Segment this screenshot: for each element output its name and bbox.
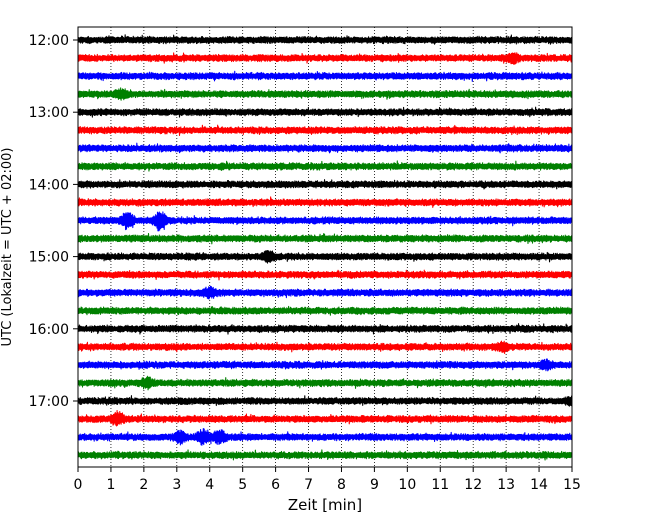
trace-1445 xyxy=(77,233,573,245)
y-tick-label: 12:00 xyxy=(29,33,69,49)
y-tick-label: 15:00 xyxy=(29,250,69,266)
y-tick-label: 17:00 xyxy=(29,394,69,410)
trace-1500 xyxy=(77,250,573,264)
trace-1345 xyxy=(77,160,573,172)
x-tick-label: 7 xyxy=(304,477,313,493)
trace-1730 xyxy=(77,428,573,446)
trace-1230 xyxy=(77,70,573,82)
x-tick-label: 8 xyxy=(337,477,346,493)
trace-1215 xyxy=(77,52,573,65)
y-tick-label: 13:00 xyxy=(29,105,69,121)
y-tick-label: 16:00 xyxy=(29,322,69,338)
trace-1600 xyxy=(77,323,573,335)
y-axis-ticks: 12:00 13:00 14:00 15:00 16:00 17:00 xyxy=(29,33,78,410)
trace-1545 xyxy=(77,305,573,316)
trace-1745 xyxy=(77,449,573,461)
trace-1415 xyxy=(77,196,573,208)
x-tick-label: 1 xyxy=(106,477,115,493)
x-tick-label: 13 xyxy=(497,477,515,493)
plot-frame xyxy=(77,26,573,468)
trace-1400 xyxy=(77,179,573,190)
x-tick-label: 10 xyxy=(398,477,416,493)
trace-1630 xyxy=(77,358,573,372)
x-tick-label: 0 xyxy=(74,477,83,493)
y-axis-label: UTC (Lokalzeit = UTC + 02:00) xyxy=(0,148,15,347)
trace-1330 xyxy=(77,142,573,154)
trace-1430 xyxy=(77,211,573,232)
x-axis-label: Zeit [min] xyxy=(288,496,362,514)
x-tick-label: 6 xyxy=(271,477,280,493)
trace-1530 xyxy=(77,285,573,300)
y-tick-label: 14:00 xyxy=(29,177,69,193)
x-tick-label: 12 xyxy=(464,477,482,493)
seismic-traces xyxy=(77,34,573,461)
x-tick-label: 3 xyxy=(172,477,181,493)
x-tick-label: 5 xyxy=(238,477,247,493)
trace-1700 xyxy=(77,395,573,408)
trace-1300 xyxy=(77,106,573,118)
vertical-grid xyxy=(110,27,540,467)
trace-1615 xyxy=(77,340,573,355)
trace-1715 xyxy=(77,409,573,427)
trace-1245 xyxy=(77,87,573,101)
x-tick-label: 14 xyxy=(530,477,548,493)
x-axis-ticks: 0 1 2 3 4 5 6 7 8 9 10 11 12 13 14 15 xyxy=(74,467,581,493)
x-tick-label: 15 xyxy=(563,477,581,493)
trace-1515 xyxy=(77,269,573,281)
x-tick-label: 11 xyxy=(431,477,449,493)
trace-1645 xyxy=(77,375,573,391)
x-tick-label: 4 xyxy=(205,477,214,493)
trace-1315 xyxy=(77,124,573,137)
x-tick-label: 9 xyxy=(370,477,379,493)
x-tick-label: 2 xyxy=(139,477,148,493)
trace-1200 xyxy=(77,34,573,45)
